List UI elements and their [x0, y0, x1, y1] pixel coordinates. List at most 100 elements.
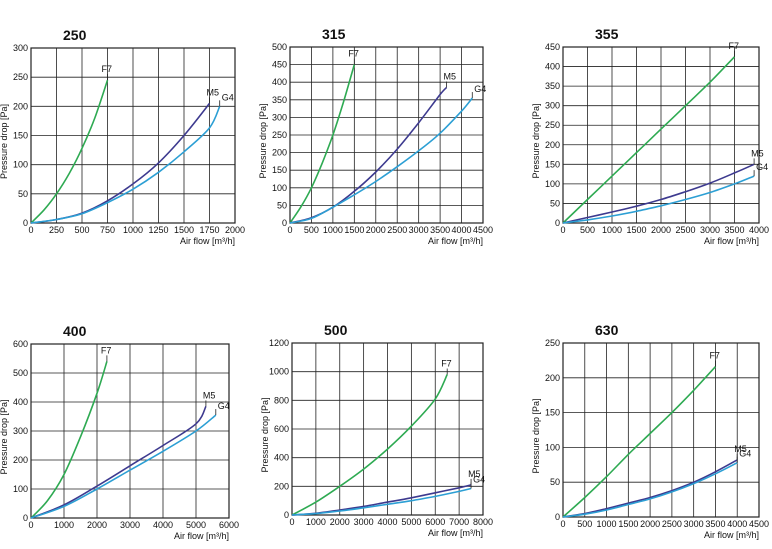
y-tick-label: 400: [272, 77, 287, 87]
y-tick-label: 1000: [269, 367, 289, 377]
series-line-g4: [291, 487, 472, 516]
y-tick-label: 100: [545, 179, 560, 189]
chart-315: 0 500 1000 1500 2000 2500 3000 3500 4000 4500 0 50 1…: [258, 26, 493, 246]
y-tick-label: 150: [13, 131, 28, 141]
series-label-f7: F7: [729, 41, 740, 51]
x-tick-label: 4500: [749, 519, 769, 529]
chart-title: 315: [322, 26, 346, 42]
y-tick-label: 50: [550, 477, 560, 487]
series-line-f7: [562, 366, 716, 518]
x-tick-label: 3000: [684, 519, 704, 529]
series-label-g4: G4: [739, 449, 751, 459]
y-tick-label: 450: [545, 42, 560, 52]
y-axis-label: Pressure drop [Pa]: [258, 103, 268, 178]
y-tick-label: 450: [272, 60, 287, 70]
x-tick-label: 2000: [225, 225, 245, 235]
x-tick-label: 3500: [705, 519, 725, 529]
y-tick-label: 200: [545, 373, 560, 383]
y-tick-label: 1200: [269, 338, 289, 348]
chart-630: 0 500 1000 1500 2000 2500 3000 3500 4000 4500 0 50 1…: [531, 322, 769, 540]
y-axis-label: Pressure drop [Pa]: [0, 399, 9, 474]
chart-title: 400: [63, 323, 87, 339]
x-tick-label: 4000: [727, 519, 747, 529]
y-tick-label: 300: [13, 426, 28, 436]
x-tick-label: 1750: [199, 225, 219, 235]
y-tick-label: 600: [274, 424, 289, 434]
y-tick-label: 100: [545, 442, 560, 452]
x-tick-label: 0: [28, 225, 33, 235]
chart-title: 355: [595, 26, 619, 42]
x-tick-label: 5000: [186, 520, 206, 530]
x-axis-label: Air flow [m³/h]: [704, 236, 759, 246]
y-tick-label: 500: [13, 368, 28, 378]
x-tick-label: 2500: [387, 225, 407, 235]
plot-frame: [291, 342, 484, 516]
y-tick-label: 200: [545, 140, 560, 150]
series-label-f7: F7: [441, 359, 452, 369]
x-tick-label: 750: [100, 225, 115, 235]
series-line-g4: [289, 97, 473, 224]
x-tick-label: 500: [580, 225, 595, 235]
x-tick-label: 8000: [473, 517, 493, 527]
y-tick-label: 100: [13, 160, 28, 170]
x-tick-label: 3000: [700, 225, 720, 235]
x-tick-label: 0: [28, 520, 33, 530]
y-tick-label: 150: [545, 159, 560, 169]
y-tick-label: 200: [13, 101, 28, 111]
x-tick-label: 500: [74, 225, 89, 235]
y-tick-label: 250: [13, 72, 28, 82]
y-tick-label: 600: [13, 339, 28, 349]
x-tick-label: 1000: [323, 225, 343, 235]
x-tick-label: 1250: [148, 225, 168, 235]
x-tick-label: 2000: [640, 519, 660, 529]
x-tick-label: 1500: [626, 225, 646, 235]
y-tick-label: 50: [550, 198, 560, 208]
series-line-m5: [562, 163, 755, 224]
x-tick-label: 0: [560, 519, 565, 529]
y-tick-label: 200: [272, 148, 287, 158]
series-line-f7: [30, 361, 108, 519]
x-axis-label: Air flow [m³/h]: [704, 530, 759, 540]
y-tick-label: 50: [277, 200, 287, 210]
y-tick-label: 800: [274, 395, 289, 405]
x-tick-label: 0: [289, 517, 294, 527]
chart-title: 500: [324, 322, 348, 338]
series-label-m5: M5: [207, 87, 220, 97]
y-tick-label: 300: [272, 112, 287, 122]
y-tick-label: 200: [13, 455, 28, 465]
y-axis-label: Pressure drop [Pa]: [0, 104, 9, 179]
x-tick-label: 5000: [401, 517, 421, 527]
x-axis-label: Air flow [m³/h]: [428, 528, 483, 538]
x-tick-label: 1500: [174, 225, 194, 235]
chart-500: 0 1000 2000 3000 4000 5000 6000 7000 8000 0 200 400…: [260, 322, 493, 538]
series-label-g4: G4: [222, 92, 234, 102]
y-tick-label: 0: [23, 513, 28, 523]
y-tick-label: 0: [284, 510, 289, 520]
chart-title: 250: [63, 27, 87, 43]
x-axis-label: Air flow [m³/h]: [174, 531, 229, 541]
chart-400: 0 1000 2000 3000 4000 5000 6000 0 100 200 300 400 50…: [0, 323, 239, 541]
x-tick-label: 4000: [452, 225, 472, 235]
y-tick-label: 0: [555, 512, 560, 522]
y-axis-label: Pressure drop [Pa]: [531, 398, 541, 473]
series-line-g4: [562, 461, 738, 518]
series-label-g4: G4: [756, 162, 768, 172]
series-line-m5: [30, 406, 207, 519]
y-tick-label: 400: [545, 62, 560, 72]
chart-title: 630: [595, 322, 619, 338]
x-tick-label: 4000: [153, 520, 173, 530]
x-tick-label: 1500: [618, 519, 638, 529]
y-tick-label: 400: [13, 397, 28, 407]
y-tick-label: 0: [282, 218, 287, 228]
x-tick-label: 1000: [54, 520, 74, 530]
y-tick-label: 350: [272, 95, 287, 105]
series-label-g4: G4: [473, 474, 485, 484]
y-tick-label: 0: [23, 218, 28, 228]
series-line-f7: [289, 64, 356, 224]
x-tick-label: 3000: [354, 517, 374, 527]
x-tick-label: 1500: [344, 225, 364, 235]
x-axis-label: Air flow [m³/h]: [428, 236, 483, 246]
plot-frame: [289, 46, 484, 224]
y-axis-label: Pressure drop [Pa]: [260, 397, 270, 472]
